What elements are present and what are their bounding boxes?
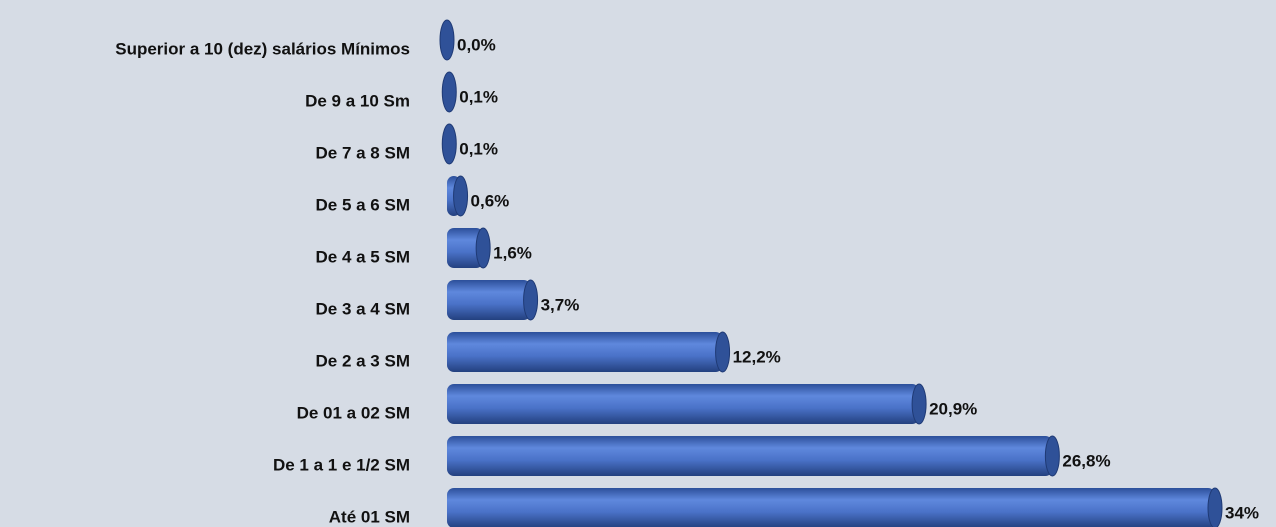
- category-label: De 9 a 10 Sm: [305, 91, 410, 110]
- bar: [447, 487, 1223, 527]
- bar-cap: [439, 19, 455, 61]
- bar-body: [447, 384, 920, 424]
- bar-body: [447, 436, 1053, 476]
- value-label: 3,7%: [541, 295, 580, 314]
- bar: [447, 175, 469, 217]
- bar: [447, 227, 491, 269]
- bar-cap: [1207, 487, 1223, 527]
- bar: [447, 383, 927, 425]
- bar-body: [447, 332, 723, 372]
- category-label: De 1 a 1 e 1/2 SM: [273, 455, 410, 474]
- value-label: 26,8%: [1062, 451, 1110, 470]
- value-label: 0,1%: [459, 139, 498, 158]
- bar-body: [447, 488, 1215, 527]
- bar: [447, 331, 731, 373]
- value-label: 1,6%: [493, 243, 532, 262]
- bar-body: [447, 228, 484, 268]
- bar: [447, 279, 539, 321]
- bar-cap: [1044, 435, 1060, 477]
- bar: [441, 71, 457, 113]
- category-label: Superior a 10 (dez) salários Mínimos: [115, 39, 410, 58]
- value-label: 34%: [1225, 503, 1259, 522]
- bar-cap: [441, 71, 457, 113]
- bar-cap: [453, 175, 469, 217]
- category-label: De 4 a 5 SM: [316, 247, 411, 266]
- value-label: 0,0%: [457, 35, 496, 54]
- category-label: De 5 a 6 SM: [316, 195, 411, 214]
- bar-cap: [475, 227, 491, 269]
- value-label: 0,1%: [459, 87, 498, 106]
- bar: [439, 19, 455, 61]
- category-label: De 2 a 3 SM: [316, 351, 411, 370]
- category-label: De 3 a 4 SM: [316, 299, 411, 318]
- category-label: De 01 a 02 SM: [297, 403, 410, 422]
- category-label: De 7 a 8 SM: [316, 143, 411, 162]
- bar-cap: [911, 383, 927, 425]
- bar: [441, 123, 457, 165]
- bar-body: [447, 280, 531, 320]
- bar-cap: [715, 331, 731, 373]
- bar-cap: [523, 279, 539, 321]
- value-label: 20,9%: [929, 399, 977, 418]
- value-label: 0,6%: [471, 191, 510, 210]
- value-label: 12,2%: [733, 347, 781, 366]
- bar: [447, 435, 1060, 477]
- category-label: Até 01 SM: [329, 507, 410, 526]
- bar-cap: [441, 123, 457, 165]
